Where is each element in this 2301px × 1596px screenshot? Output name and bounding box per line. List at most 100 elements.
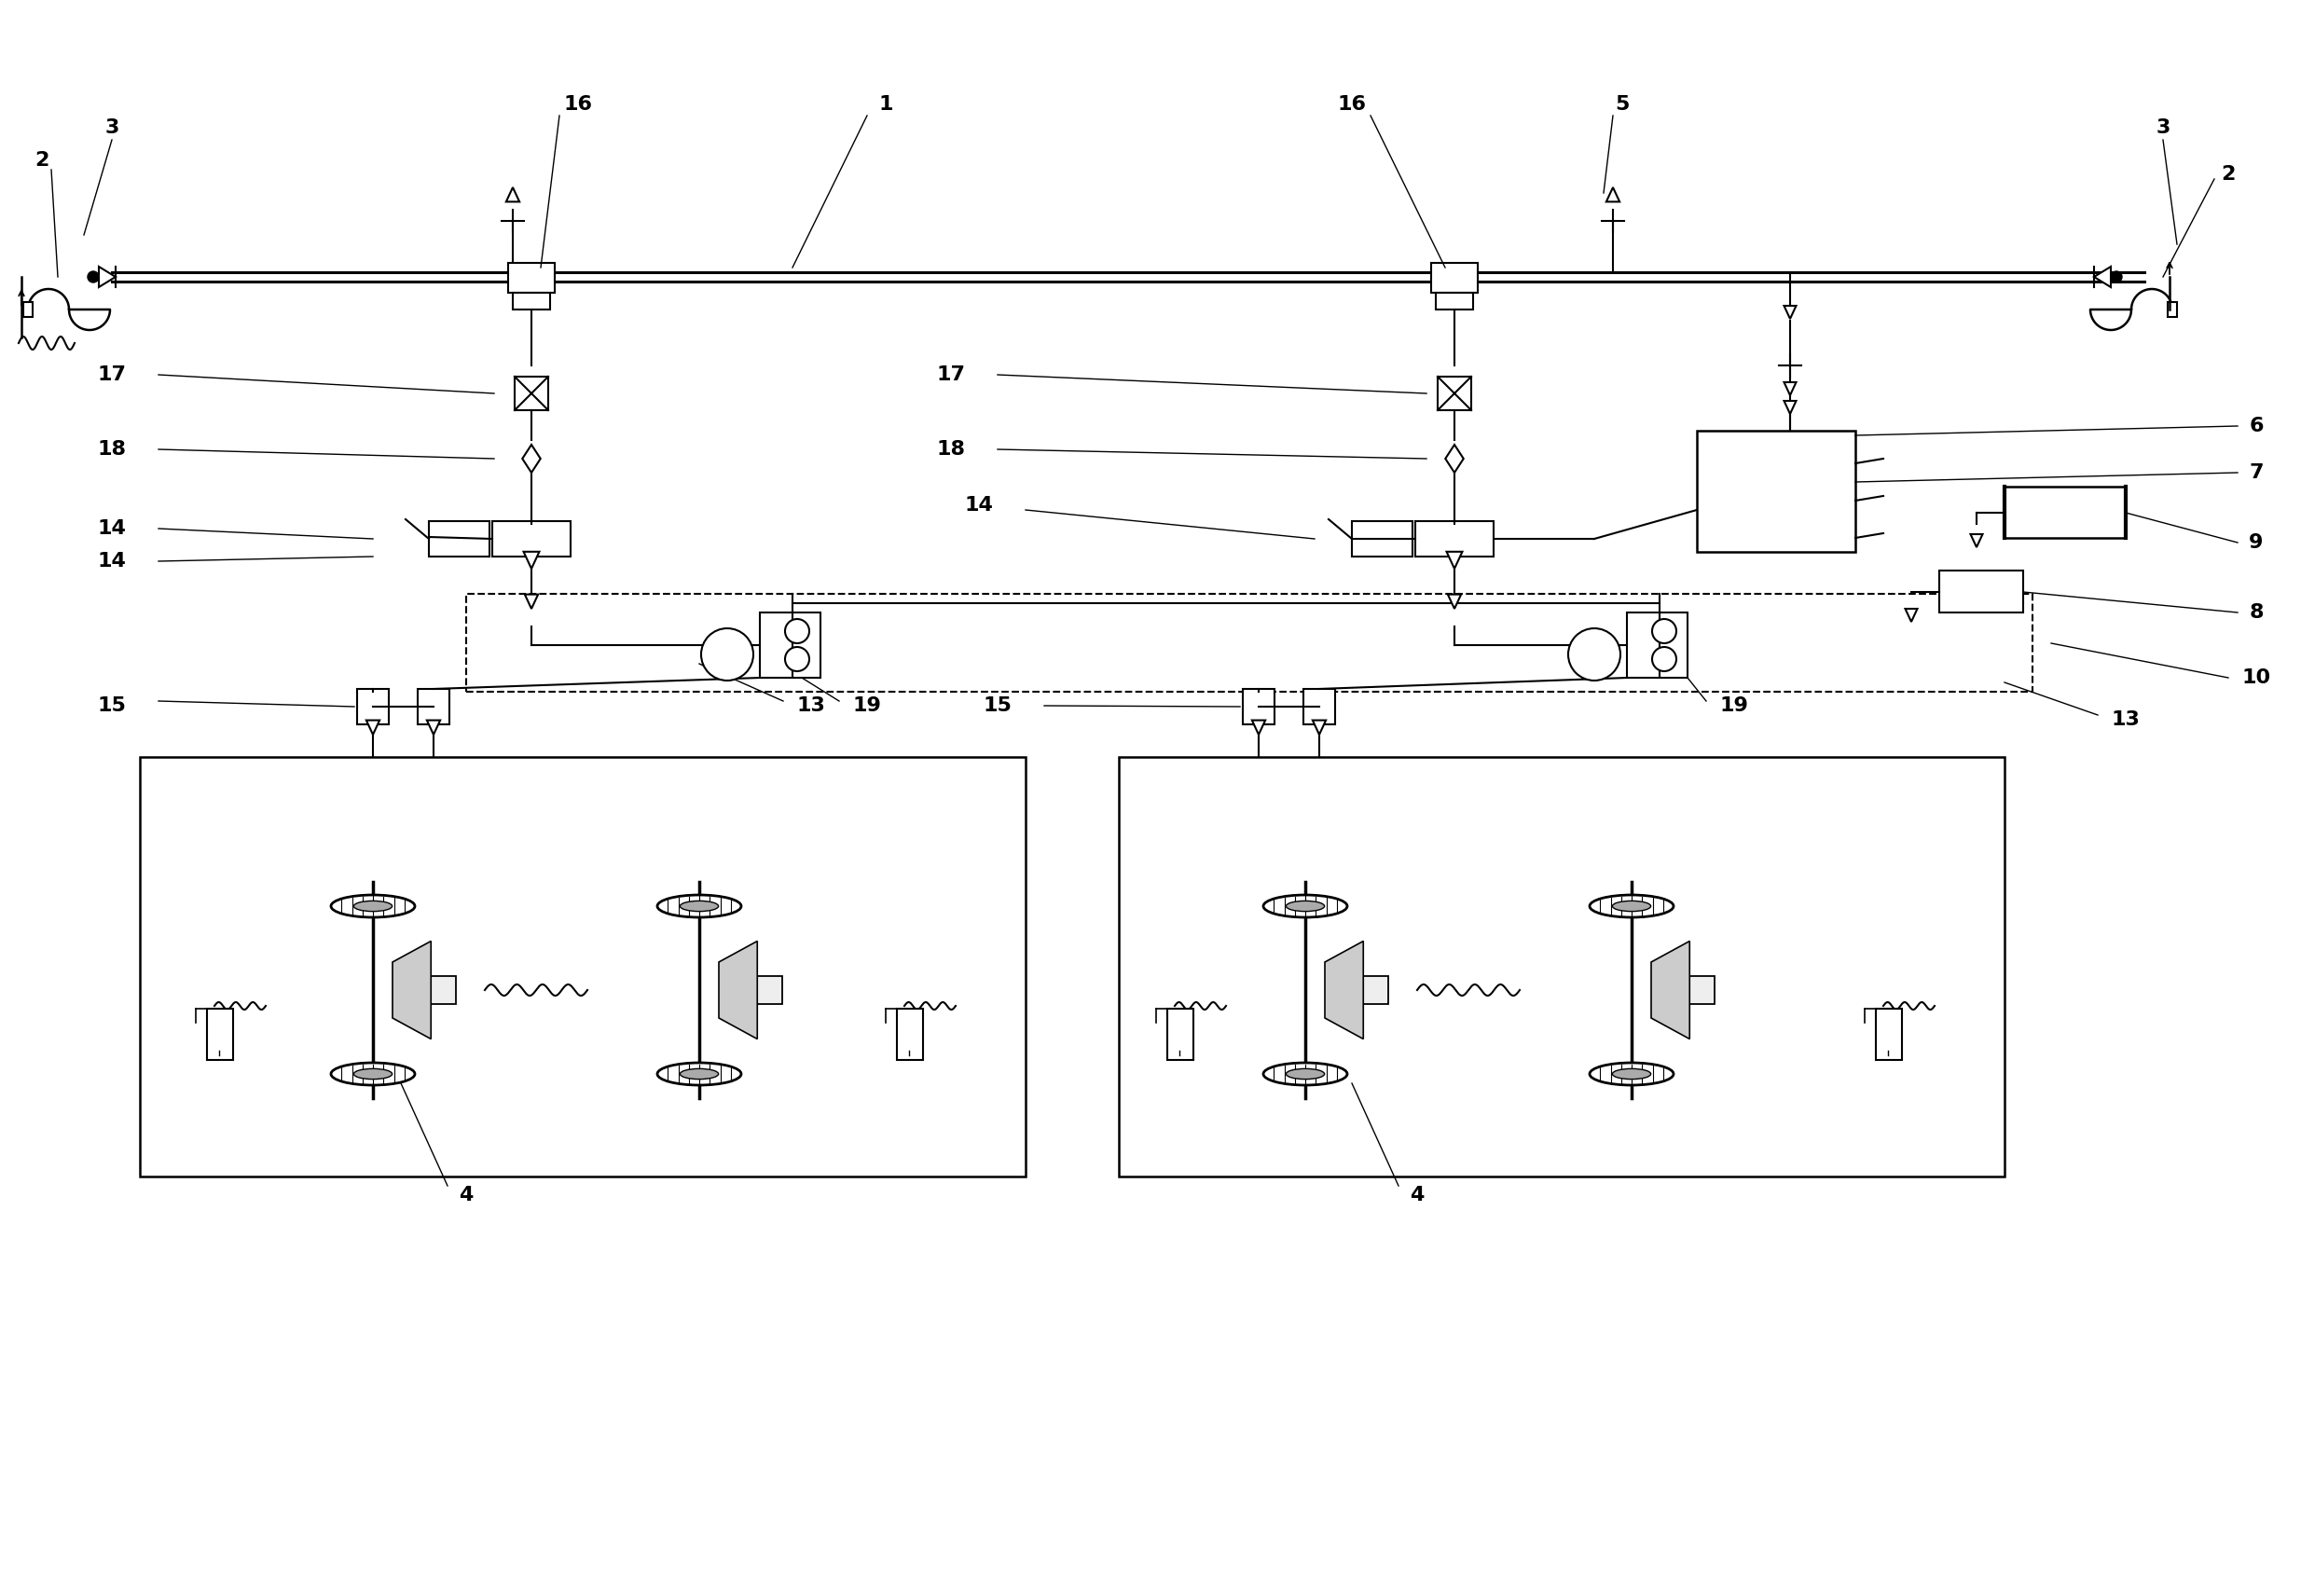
Bar (1689, 977, 1714, 1004)
Bar (1415, 522, 1493, 557)
Text: 4: 4 (1411, 1186, 1424, 1205)
Polygon shape (428, 720, 439, 734)
Ellipse shape (1590, 1063, 1673, 1085)
Text: 15: 15 (983, 696, 1012, 715)
Circle shape (2110, 271, 2122, 282)
Text: 15: 15 (97, 696, 127, 715)
Circle shape (1652, 619, 1677, 643)
Bar (1875, 1009, 1903, 1060)
Text: 19: 19 (1719, 696, 1749, 715)
Text: 9: 9 (2248, 533, 2264, 552)
Bar (1118, 757, 2004, 1176)
Polygon shape (1447, 594, 1461, 608)
Bar (1362, 977, 1388, 1004)
Polygon shape (718, 942, 757, 1039)
Polygon shape (1325, 942, 1362, 1039)
Text: 8: 8 (2248, 603, 2264, 622)
Text: 7: 7 (2248, 463, 2264, 482)
Circle shape (1652, 646, 1677, 672)
Polygon shape (1447, 552, 1463, 568)
Ellipse shape (681, 1069, 718, 1079)
Bar (1302, 689, 1335, 725)
Text: 14: 14 (97, 519, 127, 538)
Text: 14: 14 (964, 496, 994, 514)
Bar (140, 757, 1026, 1176)
Ellipse shape (658, 1063, 741, 1085)
Bar (207, 1009, 232, 1060)
Ellipse shape (681, 900, 718, 911)
Text: 13: 13 (2112, 710, 2140, 729)
Bar (1243, 689, 1275, 725)
Ellipse shape (1286, 900, 1325, 911)
Bar (1436, 292, 1473, 310)
Circle shape (785, 646, 810, 672)
Text: 14: 14 (97, 552, 127, 570)
Bar (509, 263, 555, 292)
Bar (515, 377, 548, 410)
Text: 19: 19 (854, 696, 881, 715)
Text: 2: 2 (35, 152, 48, 169)
Text: 17: 17 (97, 365, 127, 385)
Circle shape (87, 271, 99, 282)
Bar (1431, 263, 1477, 292)
Polygon shape (1652, 942, 1689, 1039)
Circle shape (785, 619, 810, 643)
Bar (2168, 302, 2177, 318)
Ellipse shape (1263, 895, 1346, 918)
Text: 18: 18 (97, 440, 127, 458)
Ellipse shape (354, 1069, 391, 1079)
Bar (2004, 487, 2126, 538)
Ellipse shape (658, 895, 741, 918)
Text: 6: 6 (2248, 417, 2264, 436)
Polygon shape (366, 720, 380, 734)
Bar (467, 594, 2032, 691)
Polygon shape (1783, 401, 1797, 413)
Ellipse shape (331, 1063, 414, 1085)
Polygon shape (1905, 608, 1917, 622)
Ellipse shape (331, 895, 414, 918)
Text: 13: 13 (796, 696, 826, 715)
Polygon shape (1783, 381, 1797, 396)
Bar (428, 522, 490, 557)
Bar (1696, 431, 1855, 552)
Polygon shape (1606, 187, 1620, 201)
Polygon shape (393, 942, 430, 1039)
Text: 16: 16 (564, 96, 591, 113)
Text: 4: 4 (458, 1186, 474, 1205)
Bar (513, 292, 550, 310)
Text: 16: 16 (1337, 96, 1367, 113)
Text: 1: 1 (879, 96, 893, 113)
Bar (1353, 522, 1413, 557)
Bar (23, 302, 32, 318)
Polygon shape (525, 552, 538, 568)
Polygon shape (2094, 267, 2110, 287)
Bar (1438, 377, 1470, 410)
Ellipse shape (1613, 900, 1650, 911)
Text: 2: 2 (2220, 164, 2237, 184)
Bar (492, 522, 571, 557)
Bar (757, 977, 782, 1004)
Bar (759, 613, 821, 678)
Text: 5: 5 (1615, 96, 1629, 113)
Ellipse shape (1263, 1063, 1346, 1085)
Ellipse shape (1590, 895, 1673, 918)
Polygon shape (1445, 445, 1463, 472)
Bar (1167, 1009, 1194, 1060)
Text: 17: 17 (937, 365, 966, 385)
Polygon shape (1783, 306, 1797, 319)
Polygon shape (525, 594, 538, 608)
Polygon shape (99, 267, 115, 287)
Polygon shape (506, 187, 520, 201)
Ellipse shape (1286, 1069, 1325, 1079)
Bar (897, 1009, 923, 1060)
Circle shape (702, 629, 752, 680)
Polygon shape (1970, 535, 1983, 547)
Bar (419, 689, 449, 725)
Text: 3: 3 (2156, 118, 2170, 137)
Text: 18: 18 (937, 440, 966, 458)
Text: 3: 3 (106, 118, 120, 137)
Ellipse shape (354, 900, 391, 911)
Ellipse shape (1613, 1069, 1650, 1079)
Circle shape (1569, 629, 1620, 680)
Bar (1940, 570, 2023, 613)
